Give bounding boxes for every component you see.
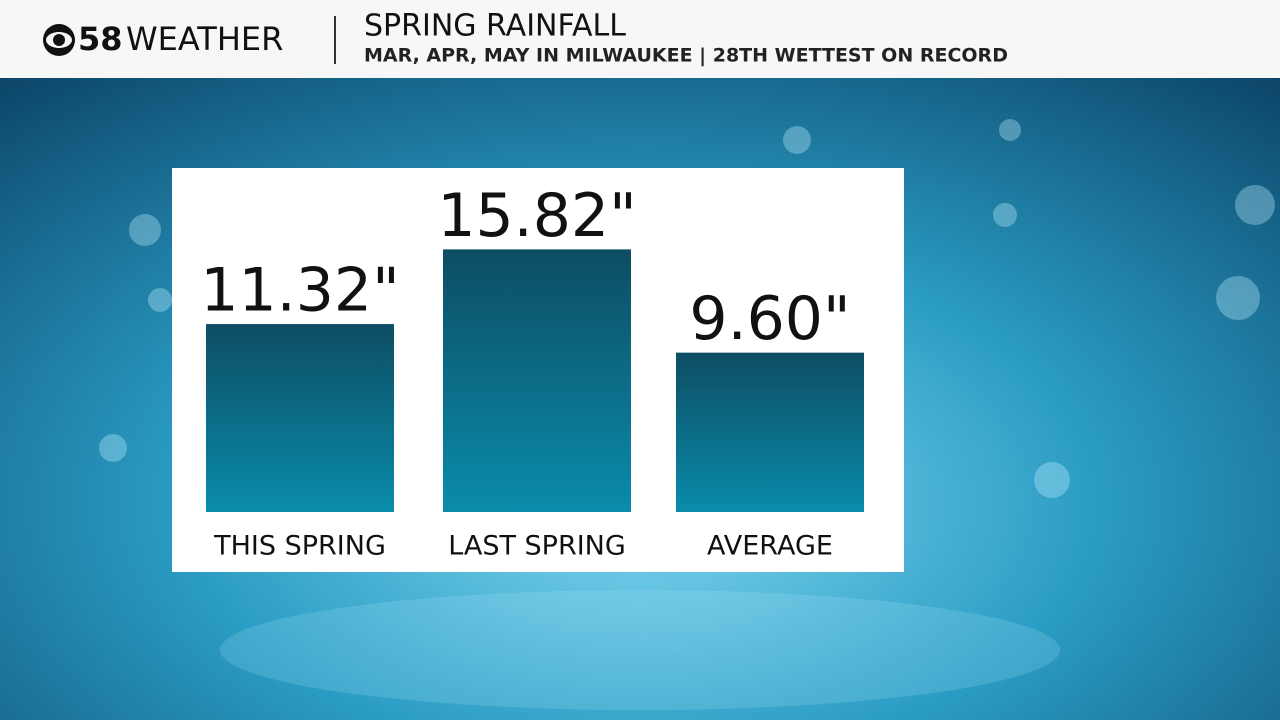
bar: [676, 352, 864, 512]
category-label: THIS SPRING: [213, 531, 386, 562]
chart-subtitle: MAR, APR, MAY IN MILWAUKEE | 28TH WETTES…: [364, 45, 1008, 67]
value-label: 15.82": [437, 181, 636, 251]
header-bar: [0, 0, 1280, 78]
bar: [206, 324, 394, 512]
station-number: 58: [78, 20, 123, 58]
category-label: LAST SPRING: [448, 531, 626, 562]
chart-title: SPRING RAINFALL: [364, 9, 626, 44]
category-label: AVERAGE: [707, 531, 833, 562]
station-logo: [43, 24, 75, 56]
brand-name: WEATHER: [126, 20, 283, 58]
value-label: 11.32": [200, 256, 399, 326]
rain-drops: [99, 119, 1275, 710]
value-label: 9.60": [689, 284, 850, 354]
bar: [443, 249, 631, 512]
